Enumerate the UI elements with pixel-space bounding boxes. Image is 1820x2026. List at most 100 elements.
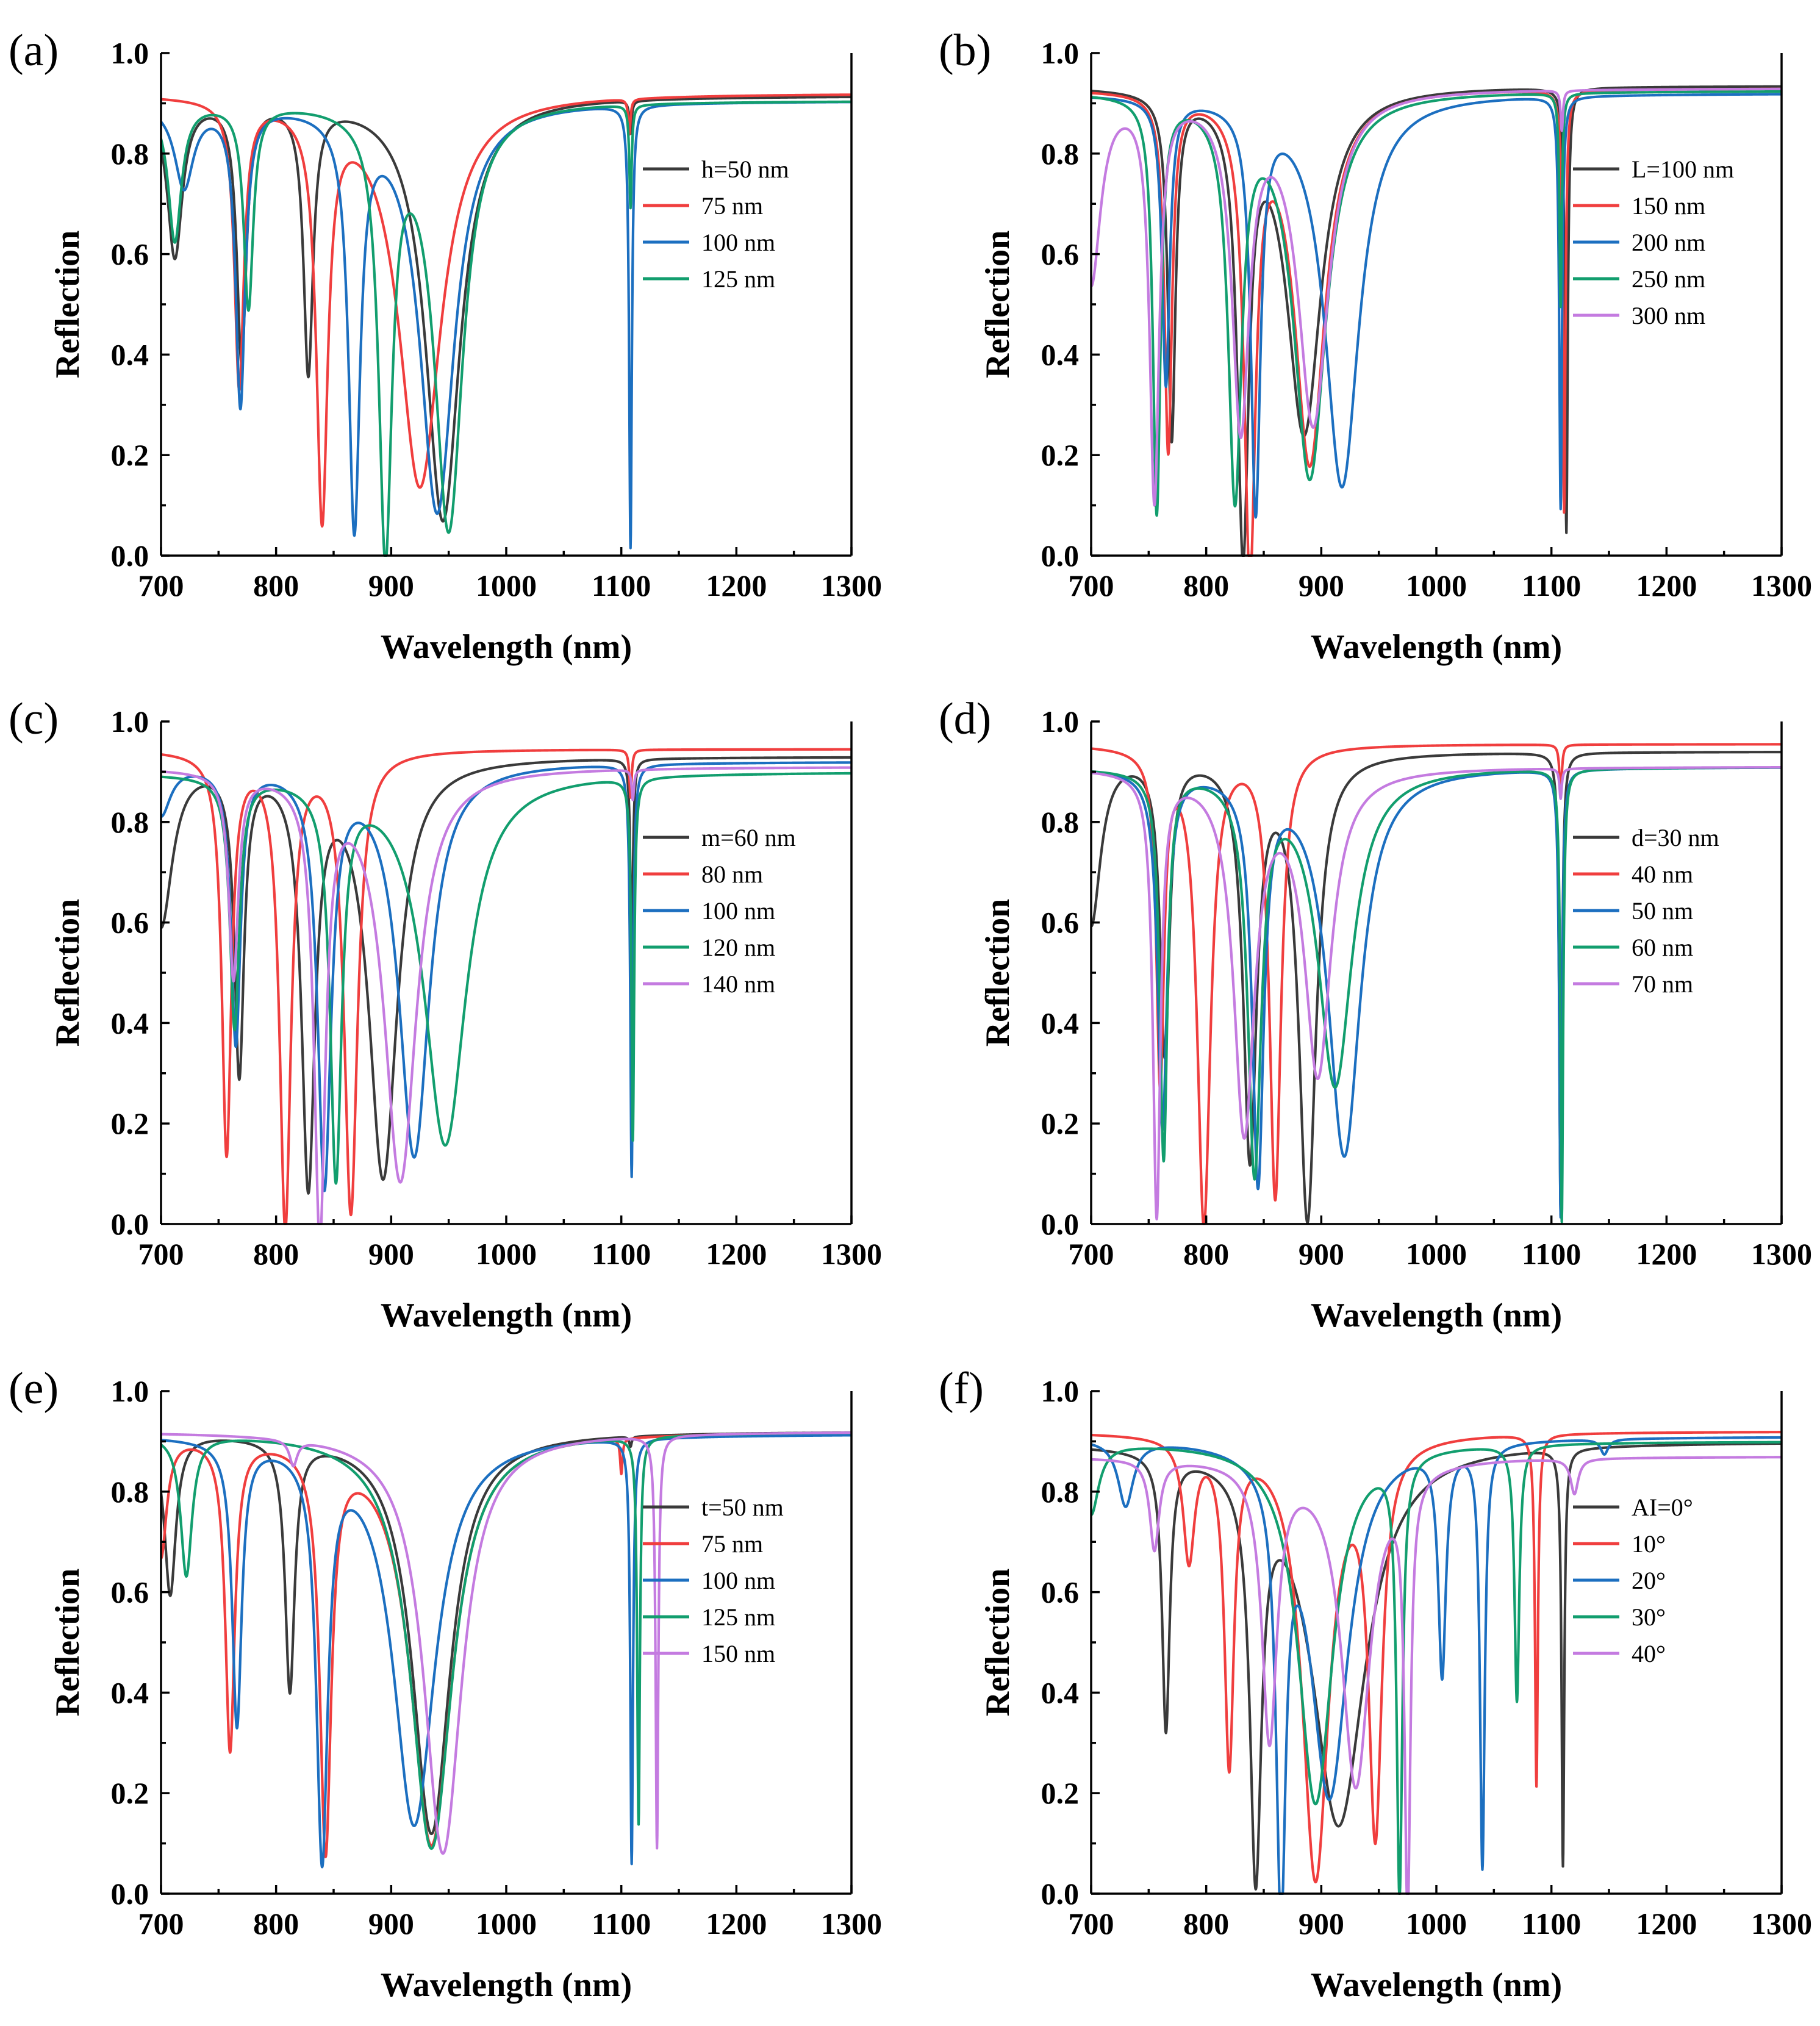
- legend-label: 120 nm: [701, 934, 775, 961]
- x-tick-label: 1200: [706, 1906, 767, 1941]
- legend-label: 100 nm: [701, 229, 775, 256]
- x-tick-label: 900: [1299, 1906, 1344, 1941]
- y-tick-label: 0.2: [1041, 1776, 1080, 1810]
- series-line-3: [1091, 1436, 1782, 1895]
- legend: m=60 nm 80 nm 100 nm 120 nm 140 nm: [643, 824, 796, 998]
- y-tick-label: 0.6: [1041, 237, 1080, 271]
- series-line-5: [1091, 766, 1782, 1221]
- x-axis-title: Wavelength (nm): [1311, 1297, 1562, 1334]
- panel-label: (b): [939, 26, 991, 76]
- panel-a: (a) 700 800 900 1000 1100 1200 1300 0.0 0.2 0.4 0.6…: [9, 26, 882, 666]
- y-tick-label: 0.2: [1041, 1106, 1080, 1140]
- y-tick-label: 0.4: [1041, 1006, 1080, 1040]
- y-tick-label: 0.4: [1041, 337, 1080, 371]
- x-tick-label: 800: [1183, 568, 1229, 603]
- panel-b: (b) 700 800 900 1000 1100 1200 1300 0.0 0.2 0.4 0.6…: [939, 26, 1812, 666]
- y-tick-label: 0.8: [1041, 137, 1080, 171]
- y-tick-label: 1.0: [1041, 704, 1080, 739]
- x-tick-label: 800: [1183, 1906, 1229, 1941]
- x-tick-label: 1100: [592, 1906, 651, 1941]
- x-tick-label: 800: [253, 1237, 299, 1271]
- x-tick-label: 800: [253, 568, 299, 603]
- x-axis-title: Wavelength (nm): [381, 1297, 632, 1334]
- panel-f: (f) 700 800 900 1000 1100 1200 1300 0.0 0.2 0.4 0.6…: [939, 1364, 1812, 2004]
- x-tick-label: 1200: [1636, 1237, 1697, 1271]
- x-tick-label: 1100: [1522, 1906, 1581, 1941]
- x-tick-label: 1100: [1522, 568, 1581, 603]
- x-tick-label: 700: [138, 568, 184, 603]
- legend-label: t=50 nm: [701, 1494, 784, 1521]
- y-tick-label: 1.0: [1041, 36, 1080, 70]
- y-tick-label: 0.0: [111, 1207, 149, 1241]
- y-axis-title: Reflection: [979, 231, 1017, 379]
- legend-label: 250 nm: [1632, 265, 1705, 293]
- legend-label: 75 nm: [701, 1530, 763, 1558]
- legend-label: 150 nm: [701, 1640, 775, 1667]
- series-line-3: [1091, 93, 1782, 519]
- x-tick-label: 1100: [592, 1237, 651, 1271]
- y-tick-label: 0.0: [111, 1877, 149, 1911]
- x-tick-label: 1300: [821, 1906, 882, 1941]
- x-tick-label: 1000: [476, 1237, 537, 1271]
- x-tick-label: 700: [1069, 1906, 1114, 1941]
- series-line-4: [161, 771, 851, 1185]
- series-line-1: [1091, 1442, 1782, 1891]
- legend-label: 30°: [1632, 1603, 1666, 1631]
- legend-label: m=60 nm: [701, 824, 796, 851]
- y-tick-label: 0.8: [1041, 805, 1080, 839]
- x-tick-label: 1000: [476, 568, 537, 603]
- legend-label: AI=0°: [1632, 1494, 1693, 1521]
- x-tick-label: 1000: [1406, 1237, 1467, 1271]
- x-tick-label: 1300: [821, 568, 882, 603]
- panel-label: (d): [939, 694, 991, 744]
- y-tick-label: 0.8: [111, 137, 149, 171]
- y-tick-label: 0.8: [111, 1475, 149, 1509]
- legend: d=30 nm 40 nm 50 nm 60 nm 70 nm: [1573, 824, 1719, 998]
- y-tick-label: 0.0: [111, 539, 149, 573]
- legend-label: 140 nm: [701, 970, 775, 998]
- x-tick-label: 1300: [821, 1237, 882, 1271]
- legend: L=100 nm 150 nm 200 nm 250 nm 300 nm: [1573, 156, 1734, 329]
- legend-label: 10°: [1632, 1530, 1666, 1558]
- series-line-5: [1091, 1456, 1782, 1895]
- panel-e: (e) 700 800 900 1000 1100 1200 1300 0.0 0.2 0.4 0.6…: [9, 1364, 882, 2004]
- x-tick-label: 1200: [1636, 1906, 1697, 1941]
- y-tick-label: 0.2: [111, 438, 149, 472]
- x-tick-label: 1300: [1751, 1237, 1812, 1271]
- series-line-3: [161, 1434, 851, 1869]
- y-tick-label: 0.2: [111, 1106, 149, 1140]
- y-tick-label: 0.2: [1041, 438, 1080, 472]
- x-tick-label: 1000: [1406, 1906, 1467, 1941]
- series-line-1: [1091, 751, 1782, 1224]
- legend-label: 125 nm: [701, 1603, 775, 1631]
- panel-d: (d) 700 800 900 1000 1100 1200 1300 0.0 0.2 0.4 0.6…: [939, 694, 1812, 1334]
- x-axis-title: Wavelength (nm): [1311, 628, 1562, 666]
- y-tick-label: 0.4: [111, 1675, 149, 1709]
- y-tick-label: 0.6: [1041, 1575, 1080, 1609]
- x-tick-label: 1300: [1751, 1906, 1812, 1941]
- y-tick-label: 0.8: [1041, 1475, 1080, 1509]
- x-tick-label: 1200: [706, 568, 767, 603]
- legend-label: 40 nm: [1632, 861, 1693, 888]
- x-tick-label: 1200: [1636, 568, 1697, 603]
- legend-label: 80 nm: [701, 861, 763, 888]
- x-axis-title: Wavelength (nm): [381, 1966, 632, 2004]
- x-tick-label: 1100: [592, 568, 651, 603]
- y-tick-label: 1.0: [111, 704, 149, 739]
- x-tick-label: 900: [1299, 1237, 1344, 1271]
- panel-label: (f): [939, 1364, 984, 1414]
- legend-label: 200 nm: [1632, 229, 1705, 256]
- x-tick-label: 1200: [706, 1237, 767, 1271]
- panel-label: (c): [9, 694, 59, 744]
- y-axis-title: Reflection: [49, 231, 87, 379]
- y-tick-label: 0.4: [111, 337, 149, 371]
- series-line-4: [1091, 1441, 1782, 1895]
- legend-label: 100 nm: [701, 1567, 775, 1594]
- legend-label: L=100 nm: [1632, 156, 1734, 183]
- y-tick-label: 0.4: [1041, 1675, 1080, 1709]
- x-tick-label: 700: [138, 1906, 184, 1941]
- legend-label: 50 nm: [1632, 897, 1693, 925]
- series-line-5: [161, 766, 851, 1225]
- y-tick-label: 0.6: [111, 1575, 149, 1609]
